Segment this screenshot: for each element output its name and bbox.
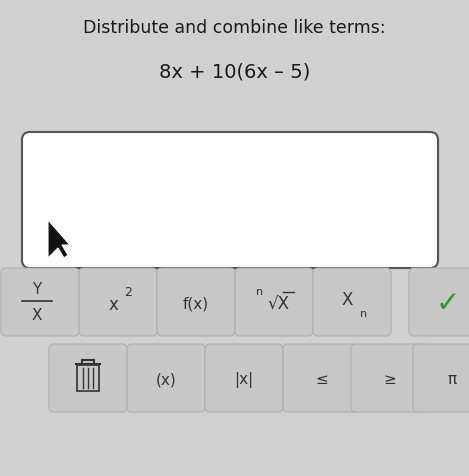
Polygon shape xyxy=(48,220,70,258)
Text: Distribute and combine like terms:: Distribute and combine like terms: xyxy=(83,19,386,37)
Text: X: X xyxy=(341,291,353,309)
Text: ≤: ≤ xyxy=(316,373,328,387)
FancyBboxPatch shape xyxy=(351,344,429,412)
FancyBboxPatch shape xyxy=(127,344,205,412)
Text: (x): (x) xyxy=(156,373,176,387)
FancyBboxPatch shape xyxy=(413,344,469,412)
Text: x: x xyxy=(108,296,118,314)
FancyBboxPatch shape xyxy=(79,268,157,336)
FancyBboxPatch shape xyxy=(313,268,391,336)
FancyBboxPatch shape xyxy=(409,268,469,336)
Text: 2: 2 xyxy=(124,286,132,298)
FancyBboxPatch shape xyxy=(1,268,79,336)
FancyBboxPatch shape xyxy=(283,344,361,412)
FancyBboxPatch shape xyxy=(157,268,235,336)
Text: |x|: |x| xyxy=(234,372,254,388)
Text: 8x + 10(6x – 5): 8x + 10(6x – 5) xyxy=(159,62,310,81)
FancyBboxPatch shape xyxy=(22,132,438,268)
Text: n: n xyxy=(361,309,368,319)
Text: π: π xyxy=(447,373,456,387)
FancyBboxPatch shape xyxy=(49,344,127,412)
Text: Y: Y xyxy=(32,282,42,298)
Text: ✓: ✓ xyxy=(436,290,460,318)
FancyBboxPatch shape xyxy=(235,268,313,336)
Text: X: X xyxy=(32,308,42,324)
Text: √X: √X xyxy=(267,296,289,314)
Text: n: n xyxy=(257,287,264,297)
Text: ≥: ≥ xyxy=(384,373,396,387)
FancyBboxPatch shape xyxy=(205,344,283,412)
Text: f(x): f(x) xyxy=(183,297,209,311)
